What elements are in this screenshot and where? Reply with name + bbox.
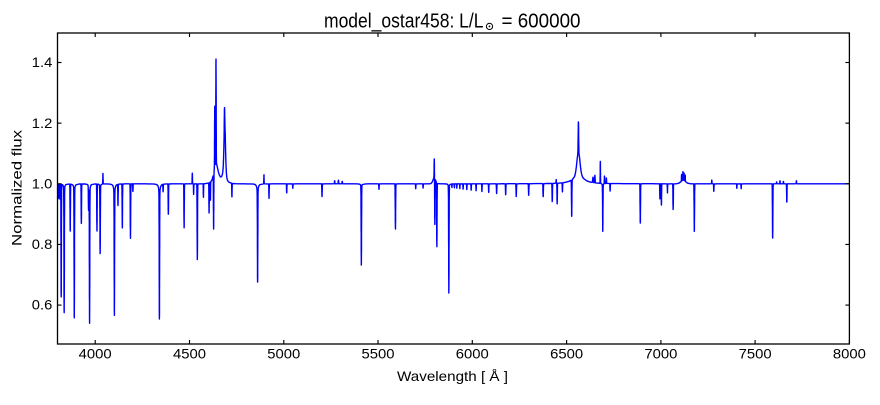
svg-text:1.4: 1.4 — [32, 54, 53, 70]
svg-text:= 600000: = 600000 — [502, 11, 581, 33]
svg-text:4500: 4500 — [173, 345, 206, 361]
svg-text:1.0: 1.0 — [32, 175, 53, 191]
svg-text:Normalized flux: Normalized flux — [9, 130, 25, 246]
svg-text:model_ostar458: L/L: model_ostar458: L/L — [324, 11, 484, 33]
svg-text:6500: 6500 — [550, 345, 583, 361]
svg-text:6000: 6000 — [456, 345, 489, 361]
svg-text:5000: 5000 — [267, 345, 300, 361]
svg-text:1.2: 1.2 — [32, 115, 53, 131]
svg-text:7500: 7500 — [739, 345, 772, 361]
svg-text:5500: 5500 — [362, 345, 395, 361]
svg-text:Wavelength [ Å ]: Wavelength [ Å ] — [397, 368, 508, 384]
svg-text:8000: 8000 — [833, 345, 866, 361]
svg-text:0.8: 0.8 — [32, 236, 53, 252]
svg-text:7000: 7000 — [644, 345, 677, 361]
svg-text:4000: 4000 — [79, 345, 112, 361]
svg-text:0.6: 0.6 — [32, 297, 53, 313]
